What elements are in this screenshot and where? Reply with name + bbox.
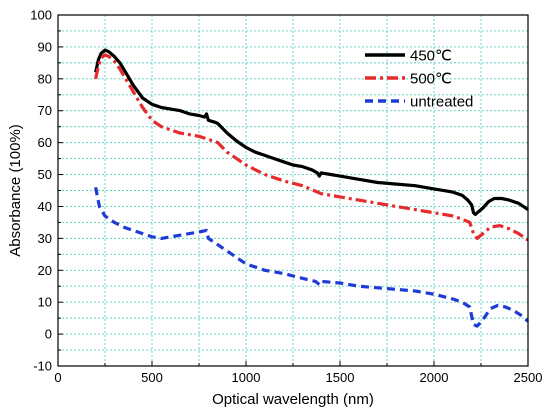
y-tick-label: 0 [45, 327, 52, 342]
y-axis-title: Absorbance (100%) [7, 124, 24, 257]
x-tick-label: 2000 [420, 370, 449, 385]
x-tick-label: 1000 [232, 370, 261, 385]
y-tick-label: -10 [33, 359, 52, 374]
axis-ticks [57, 14, 529, 367]
y-tick-label: 30 [38, 231, 52, 246]
legend: 450℃ 500℃ untreated [365, 48, 473, 111]
legend-label-500: 500℃ [410, 71, 452, 88]
x-tick-label: 0 [54, 370, 61, 385]
series-line-2 [94, 186, 530, 328]
y-tick-label: 90 [38, 39, 52, 54]
series-line-1 [94, 53, 529, 242]
series-lines [94, 48, 530, 328]
tick-labels: 0 500 1000 1500 2000 2500-1001020304050607080… [30, 8, 542, 386]
x-tick-label: 500 [141, 370, 163, 385]
legend-item-untreated: untreated [365, 94, 473, 111]
x-tick-label: 2500 [514, 370, 543, 385]
x-axis-title: Optical wavelength (nm) [212, 391, 374, 408]
y-tick-label: 80 [38, 71, 52, 86]
y-tick-label: 100 [30, 8, 52, 23]
y-tick-label: 20 [38, 263, 52, 278]
y-tick-label: 10 [38, 295, 52, 310]
legend-item-500: 500℃ [365, 71, 452, 88]
y-tick-label: 60 [38, 135, 52, 150]
series-line-0 [94, 48, 529, 216]
grid [58, 15, 528, 366]
x-tick-label: 1500 [326, 370, 355, 385]
y-tick-label: 70 [38, 103, 52, 118]
legend-label-450: 450℃ [410, 48, 452, 65]
y-tick-label: 40 [38, 199, 52, 214]
legend-item-450: 450℃ [365, 48, 452, 65]
y-tick-label: 50 [38, 167, 52, 182]
legend-label-untreated: untreated [410, 94, 473, 111]
